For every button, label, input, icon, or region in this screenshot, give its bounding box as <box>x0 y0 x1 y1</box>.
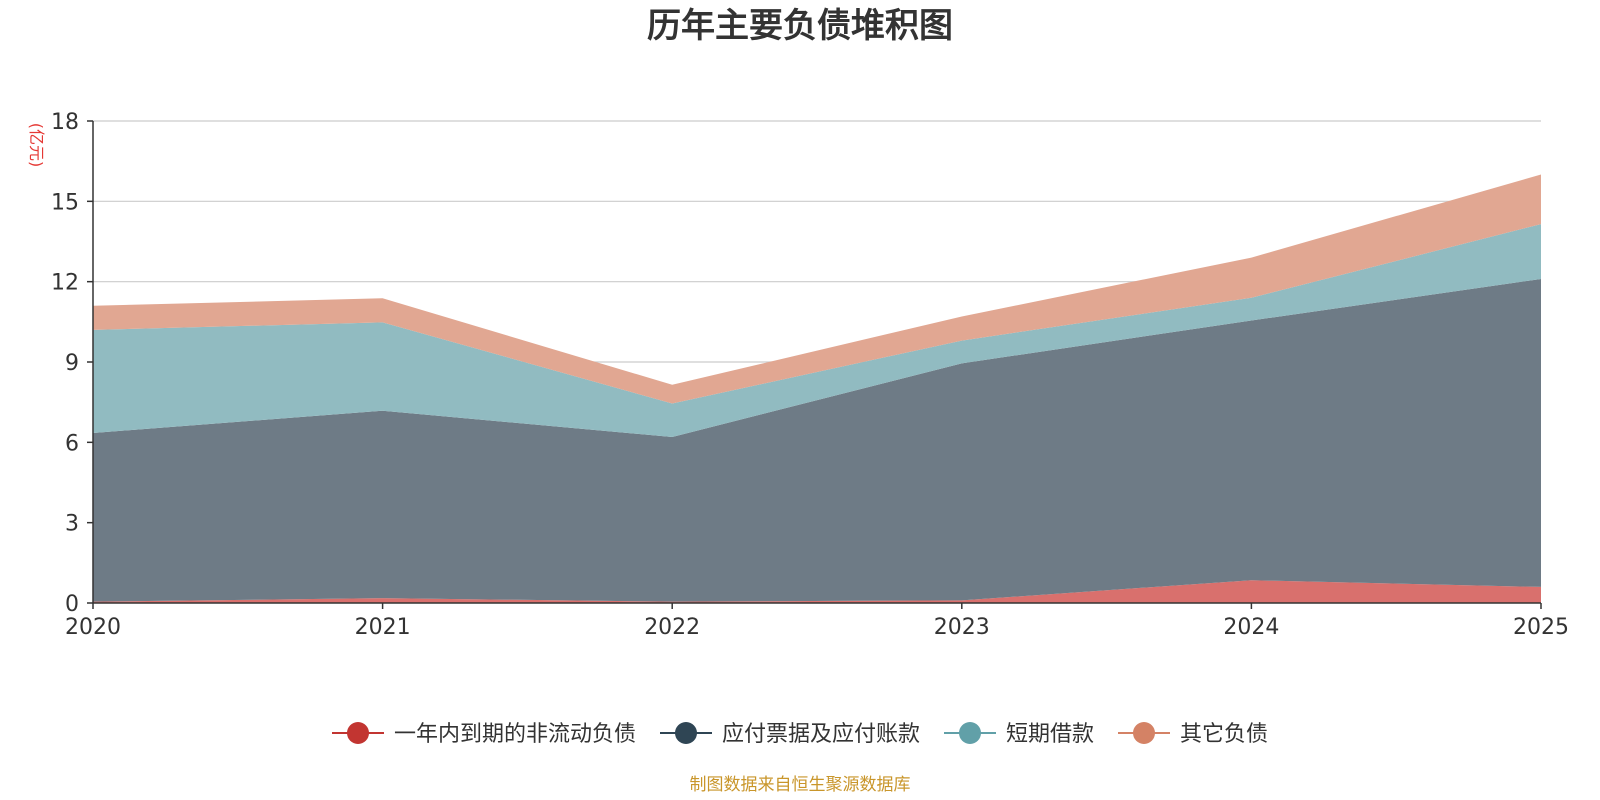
y-tick-label: 3 <box>65 512 79 537</box>
y-tick-label: 18 <box>51 110 79 135</box>
y-tick-label: 9 <box>65 351 79 376</box>
legend-circle-marker <box>675 722 697 744</box>
x-tick-label: 2020 <box>65 615 121 640</box>
y-tick-label: 6 <box>65 431 79 456</box>
y-tick-label: 12 <box>51 271 79 296</box>
area-series-1 <box>93 580 1541 603</box>
x-tick-label: 2023 <box>934 615 990 640</box>
legend[interactable]: 一年内到期的非流动负债 应付票据及应付账款 短期借款 其它负债 <box>332 722 1268 747</box>
legend-item-4[interactable]: 其它负债 <box>1118 722 1268 747</box>
x-tick-label: 2024 <box>1223 615 1279 640</box>
y-axis-unit-label: (亿元) <box>27 123 46 168</box>
area-series-2 <box>93 278 1541 602</box>
legend-label: 短期借款 <box>1006 722 1094 747</box>
legend-circle-marker <box>1133 722 1155 744</box>
x-tick-label: 2022 <box>644 615 700 640</box>
legend-circle-marker <box>959 722 981 744</box>
legend-label: 其它负债 <box>1180 722 1268 747</box>
area-series-3 <box>93 224 1541 437</box>
legend-item-2[interactable]: 应付票据及应付账款 <box>660 722 920 747</box>
source-note: 制图数据来自恒生聚源数据库 <box>690 775 911 795</box>
legend-item-1[interactable]: 一年内到期的非流动负债 <box>332 722 636 747</box>
legend-circle-marker <box>347 722 369 744</box>
area-series-layer <box>93 174 1541 603</box>
legend-label: 一年内到期的非流动负债 <box>394 722 636 747</box>
chart-title: 历年主要负债堆积图 <box>647 6 953 46</box>
y-tick-label: 15 <box>51 190 79 215</box>
legend-item-3[interactable]: 短期借款 <box>944 722 1094 747</box>
x-tick-label: 2021 <box>355 615 411 640</box>
area-series-4 <box>93 174 1541 404</box>
x-tick-label: 2025 <box>1513 615 1569 640</box>
legend-label: 应付票据及应付账款 <box>722 722 920 747</box>
y-tick-label: 0 <box>65 592 79 617</box>
axes: 0 3 6 9 12 15 18 2020 2021 2022 2023 2024 2025 <box>51 110 1569 640</box>
